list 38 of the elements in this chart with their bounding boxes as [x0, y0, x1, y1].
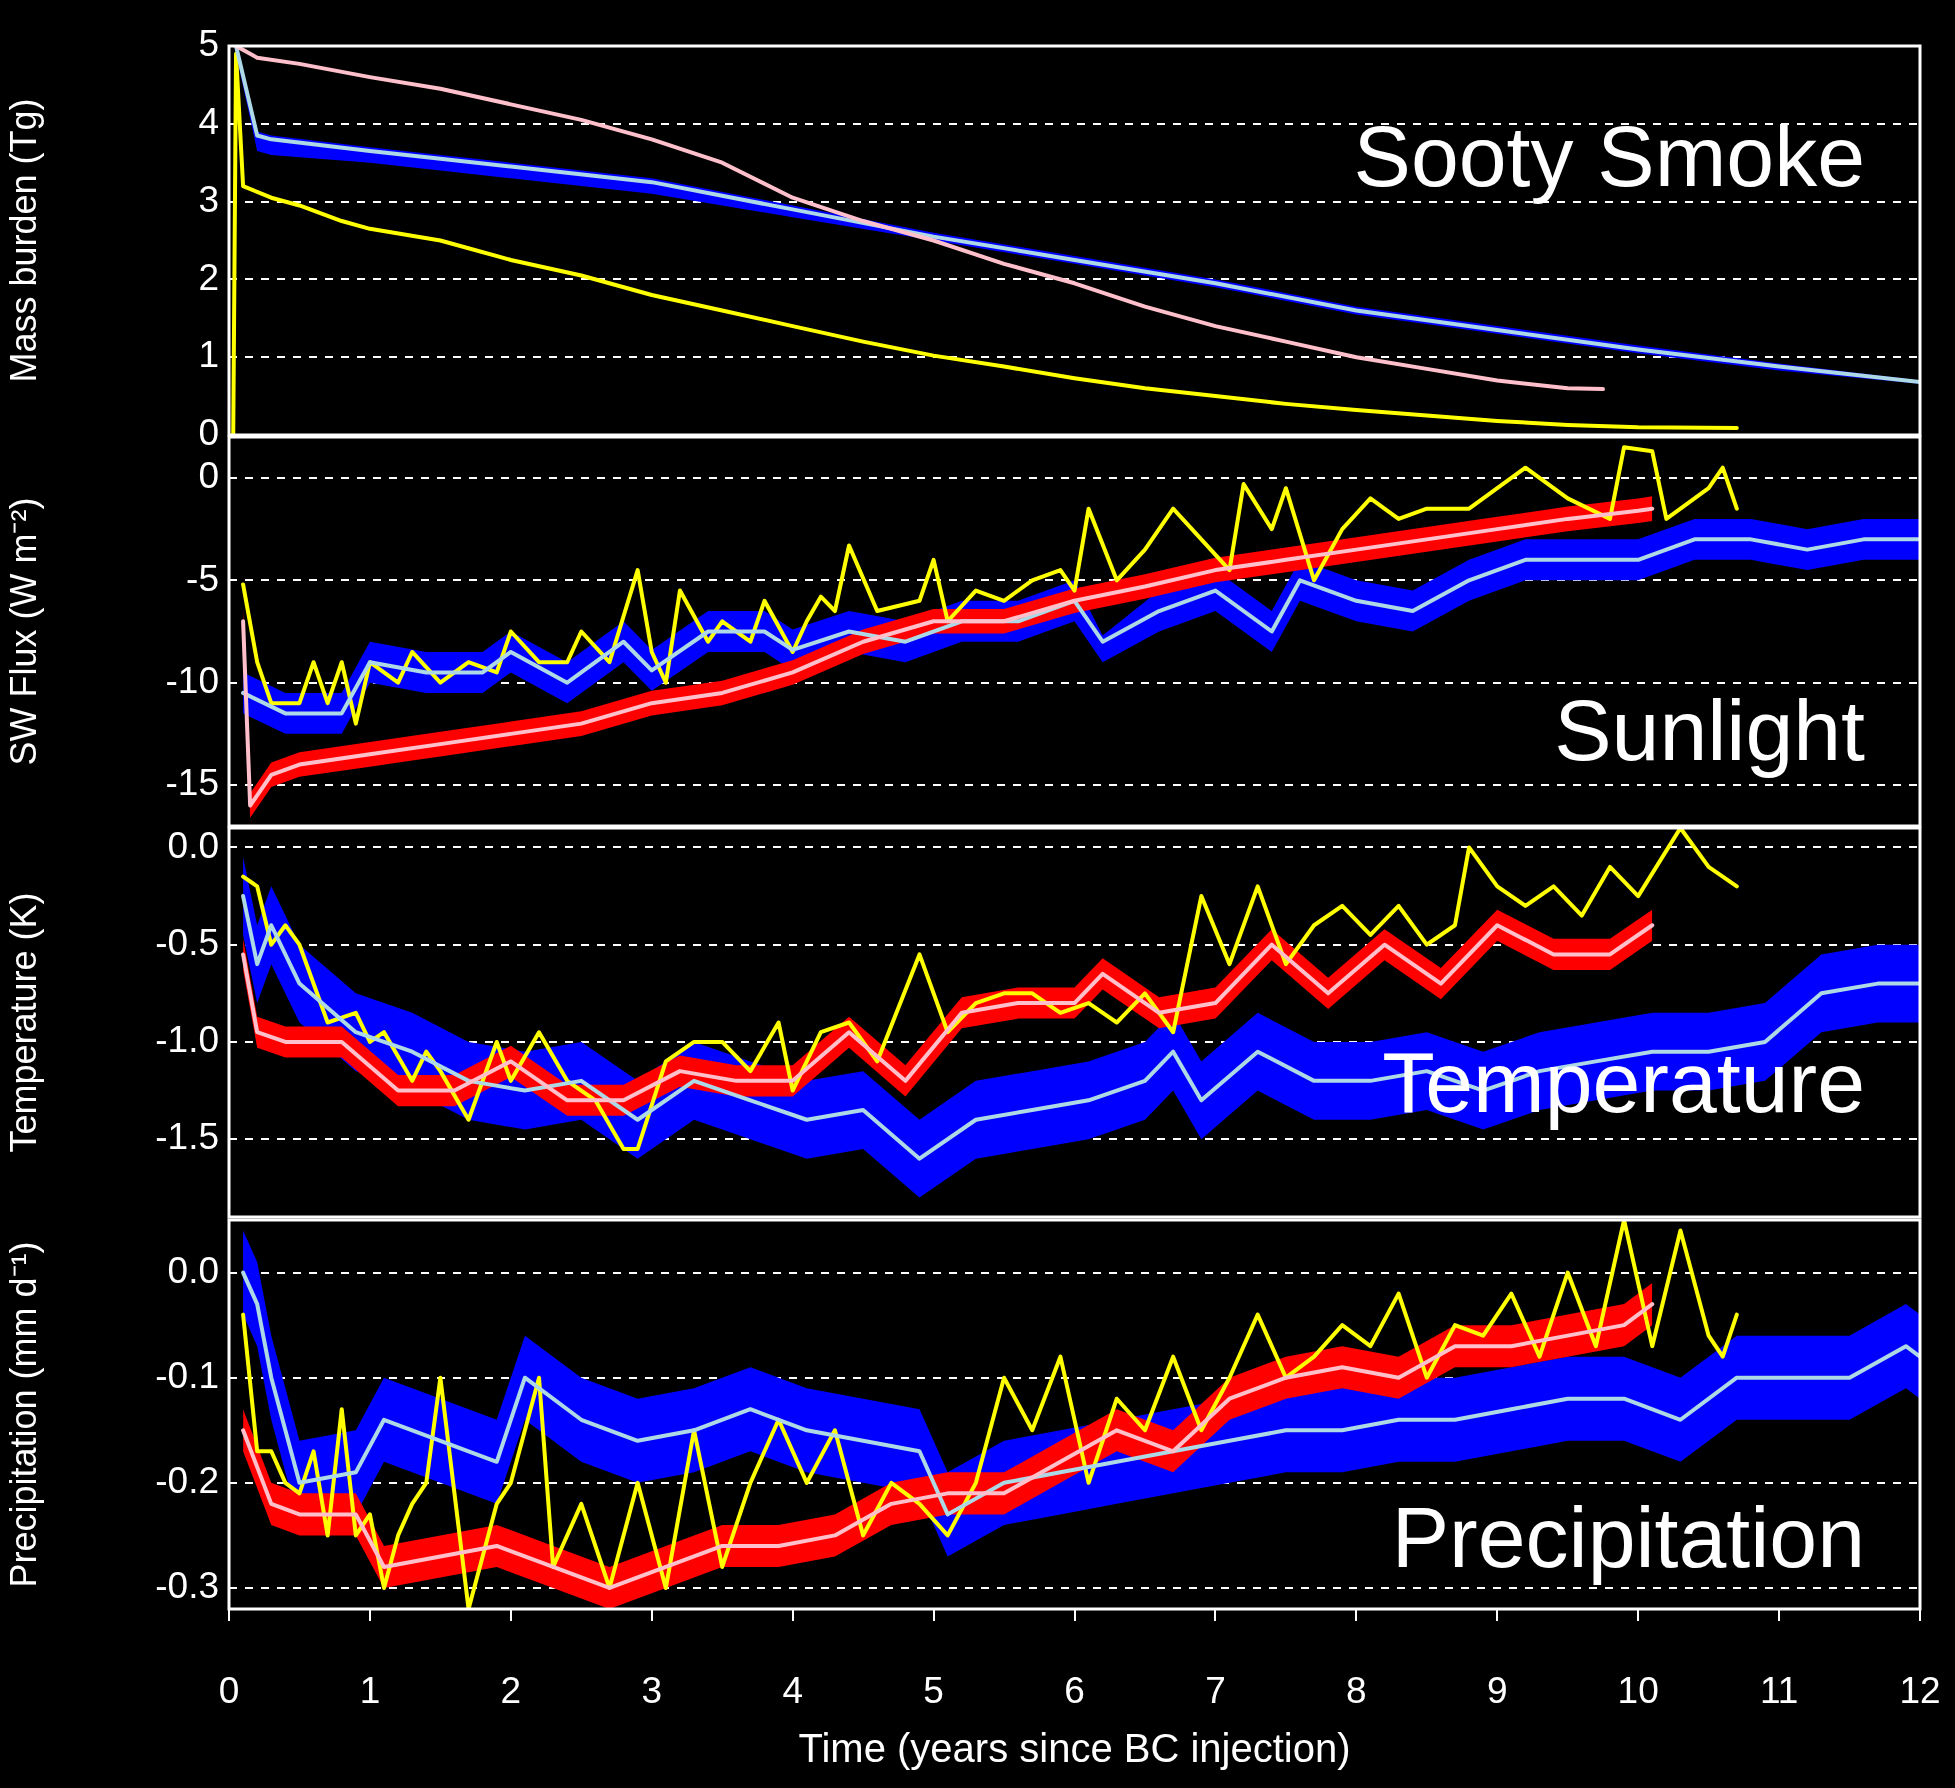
x-tick-label: 12 [1899, 1670, 1941, 1712]
x-tick-label: 4 [782, 1670, 803, 1712]
y-tick-label: -5 [186, 557, 219, 599]
y-tick-label: -0.3 [155, 1565, 219, 1607]
y-axis-title: Temperature (K) [2, 892, 44, 1153]
x-tick-label: 10 [1617, 1670, 1659, 1712]
y-tick-label: 1 [198, 334, 219, 376]
y-tick-label: 2 [198, 256, 219, 298]
y-axis-title: SW Flux (W m⁻²) [2, 497, 44, 766]
annotation: Sunlight [1554, 682, 1866, 779]
y-tick-label: -0.2 [155, 1460, 219, 1502]
x-tick-label: 8 [1346, 1670, 1367, 1712]
x-tick-label: 2 [500, 1670, 522, 1712]
y-tick-label: -1.0 [155, 1019, 219, 1061]
y-axis-title: Precipitation (mm d⁻¹) [2, 1241, 44, 1588]
x-tick-label: 9 [1486, 1670, 1508, 1712]
x-tick-label: 5 [923, 1670, 944, 1712]
y-tick-label: 0.0 [167, 824, 219, 866]
x-tick-label: 7 [1205, 1670, 1226, 1712]
x-axis-title: Time (years since BC injection) [798, 1726, 1351, 1771]
x-tick-label: 6 [1064, 1670, 1085, 1712]
y-tick-label: 4 [198, 101, 219, 142]
y-tick-label: 3 [198, 178, 219, 220]
y-tick-label: 0 [198, 455, 219, 497]
y-tick-label: 0.0 [167, 1249, 219, 1291]
y-tick-label: 5 [198, 23, 219, 65]
y-tick-label: -10 [165, 659, 219, 701]
y-tick-label: 0 [198, 412, 219, 454]
x-tick-label: 11 [1759, 1670, 1799, 1712]
y-tick-label: -0.5 [155, 921, 219, 963]
x-tick-label: 3 [641, 1670, 663, 1712]
y-tick-label: -0.1 [155, 1354, 219, 1396]
y-tick-label: -15 [165, 762, 219, 804]
y-tick-label: -1.5 [155, 1116, 219, 1158]
x-tick-label: 1 [359, 1670, 381, 1712]
y-axis-title: Mass burden (Tg) [2, 98, 44, 383]
annotation: Sooty Smoke [1353, 108, 1865, 205]
annotation: Precipitation [1391, 1488, 1865, 1585]
